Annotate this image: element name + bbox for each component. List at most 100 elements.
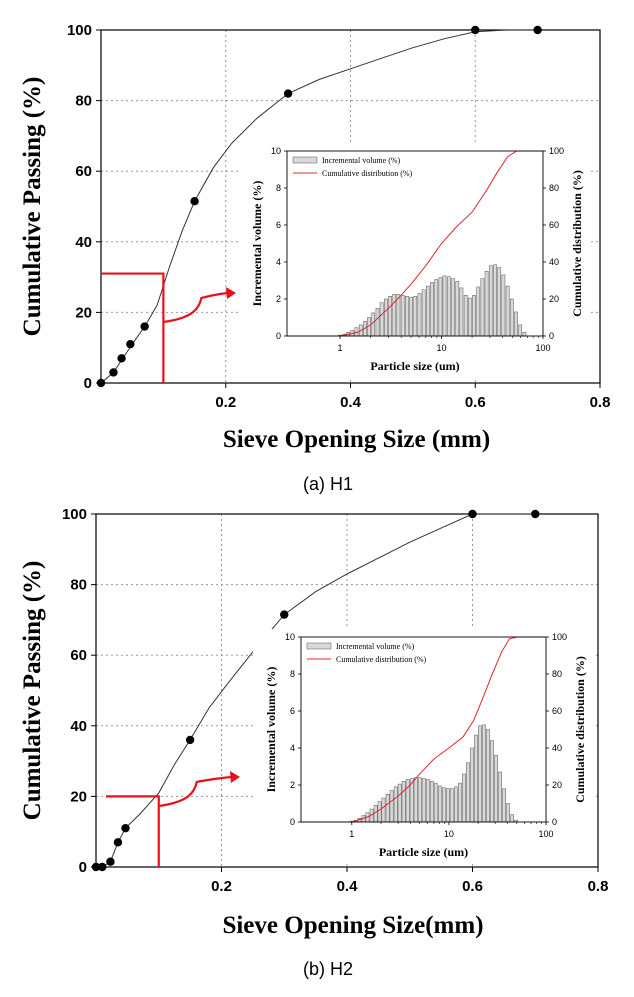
y-tick-label: 20 xyxy=(70,788,87,805)
inset-bar xyxy=(446,788,450,823)
inset-bar xyxy=(354,327,359,337)
inset-left-tick-label: 2 xyxy=(290,780,295,790)
inset-left-tick-label: 6 xyxy=(276,220,281,230)
inset-bar xyxy=(462,773,466,823)
red-arrow xyxy=(163,291,233,324)
inset-left-tick-label: 10 xyxy=(271,146,281,156)
data-point xyxy=(117,354,126,363)
legend-swatch-bars xyxy=(306,642,332,650)
red-arrow-head xyxy=(226,287,236,299)
x-tick-label: 0.4 xyxy=(337,878,359,895)
inset-bar xyxy=(463,295,468,337)
y-tick-label: 80 xyxy=(75,93,92,110)
legend-label-incremental: Incremental volume (%) xyxy=(322,156,401,165)
red-arrow xyxy=(158,775,237,808)
inset-bar xyxy=(459,287,464,337)
inset-bar xyxy=(413,777,418,823)
inset-bar xyxy=(371,312,376,337)
inset-bar xyxy=(437,785,442,823)
inset-background xyxy=(239,143,591,378)
y-tick-label: 0 xyxy=(79,859,87,876)
inset-bar xyxy=(494,755,498,823)
inset-bar xyxy=(470,747,474,823)
inset-bar xyxy=(474,734,478,823)
y-tick-label: 60 xyxy=(75,163,92,180)
inset-left-tick-label: 2 xyxy=(276,294,281,304)
inset-bar xyxy=(388,295,392,337)
inset-x-tick-label: 1 xyxy=(338,343,343,353)
data-point xyxy=(126,339,135,349)
data-point xyxy=(185,735,195,745)
inset-bar xyxy=(467,297,472,337)
data-point xyxy=(533,25,542,35)
inset-bar xyxy=(381,797,386,823)
inset-x-label: Particle size (um) xyxy=(379,845,468,859)
y-tick-label: 0 xyxy=(84,375,92,392)
inset-bar xyxy=(441,787,446,823)
x-tick-label: 0.2 xyxy=(211,878,232,895)
inset-bar xyxy=(425,779,430,823)
y-tick-label: 20 xyxy=(75,304,92,321)
inset-bar xyxy=(509,298,514,337)
inset-bar xyxy=(400,295,405,337)
inset-bar xyxy=(417,293,422,337)
inset-bar xyxy=(455,281,460,337)
legend-swatch-bars xyxy=(292,156,318,164)
y-tick-label: 80 xyxy=(70,577,87,594)
data-point xyxy=(91,862,101,872)
inset-right-tick-label: 0 xyxy=(549,331,554,341)
inset-bar xyxy=(490,740,494,823)
inset-right-tick-label: 0 xyxy=(552,817,557,827)
inset-bar xyxy=(397,783,402,823)
inset-bar xyxy=(421,289,426,337)
inset-bar xyxy=(429,781,434,823)
data-point xyxy=(140,322,149,331)
inset-cumulative-line xyxy=(301,636,546,823)
inset-right-tick-label: 60 xyxy=(552,706,562,716)
red-marker-lines xyxy=(101,272,165,383)
inset-bar xyxy=(384,298,388,337)
inset-bar xyxy=(438,277,443,337)
inset-bar xyxy=(486,729,490,823)
inset-bar xyxy=(466,762,470,823)
inset-bar xyxy=(488,265,493,337)
inset-bar xyxy=(498,771,502,823)
inset-bar xyxy=(404,295,409,337)
data-point xyxy=(471,25,480,35)
figure-caption: (a) H1 xyxy=(303,474,353,494)
inset-bar xyxy=(434,279,439,337)
inset-right-tick-label: 40 xyxy=(552,743,562,753)
inset-right-tick-label: 100 xyxy=(549,146,564,156)
inset-right-tick-label: 40 xyxy=(549,257,559,267)
inset-frame xyxy=(300,636,547,823)
inset-bar xyxy=(396,294,401,337)
series-line-cumulative-passing xyxy=(100,29,538,384)
inset-right-tick-label: 80 xyxy=(552,669,562,679)
data-point xyxy=(280,610,289,619)
inset-frame xyxy=(286,150,544,337)
data-point xyxy=(283,89,293,98)
inset-bar xyxy=(518,324,523,337)
inset-bar xyxy=(417,777,422,823)
inset-right-tick-label: 60 xyxy=(549,220,559,230)
y-axis-label: Cumulative Passing (%) xyxy=(19,561,46,821)
y-axis-label: Cumulative Passing (%) xyxy=(19,77,46,337)
inset-x-tick-label: 100 xyxy=(535,343,550,353)
y-tick-label: 40 xyxy=(75,234,92,251)
inset-bar xyxy=(478,725,482,823)
inset-right-tick-label: 20 xyxy=(552,780,562,790)
data-point xyxy=(96,378,106,388)
inset-left-tick-label: 0 xyxy=(290,817,295,827)
inset-bar xyxy=(446,276,451,337)
inset-bar xyxy=(393,786,398,823)
x-axis-label: Sieve Opening Size(mm) xyxy=(222,912,483,939)
y-tick-label: 100 xyxy=(62,506,87,523)
inset-bar xyxy=(522,332,527,337)
inset-x-label: Particle size (um) xyxy=(370,359,459,373)
inset-left-tick-label: 0 xyxy=(276,331,281,341)
inset-bar xyxy=(454,786,458,823)
y-tick-label: 60 xyxy=(70,647,87,664)
